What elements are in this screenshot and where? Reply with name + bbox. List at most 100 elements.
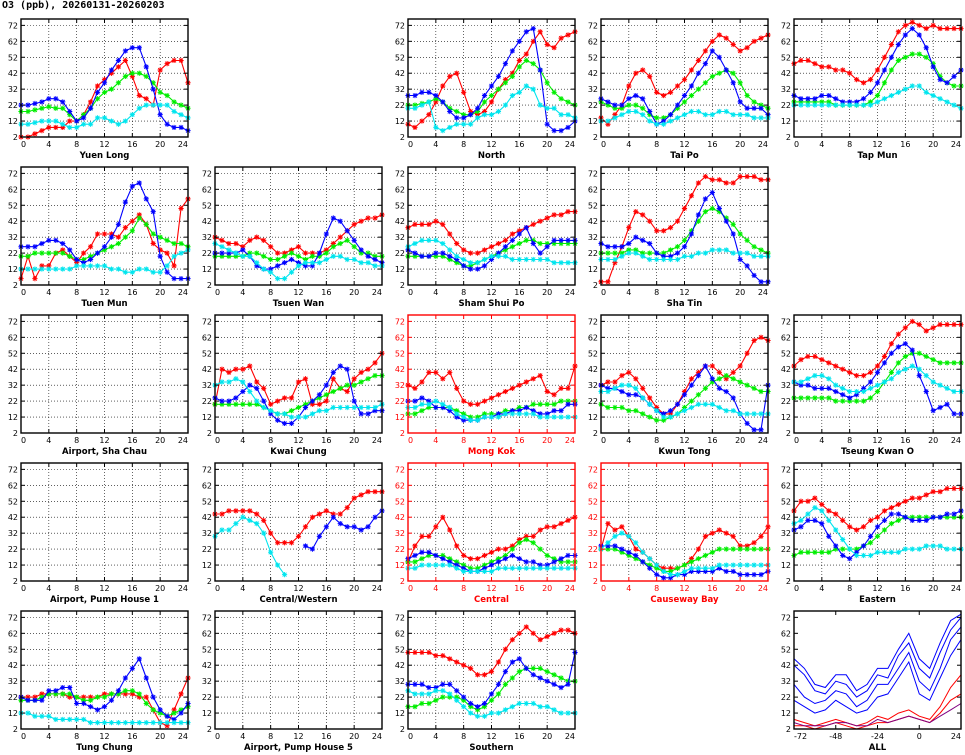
data-point — [115, 688, 122, 694]
data-point — [902, 514, 908, 520]
data-point — [661, 568, 667, 575]
data-point — [758, 279, 764, 285]
data-point — [461, 411, 467, 417]
y-tick-label: 42 — [781, 69, 791, 78]
data-point — [619, 530, 625, 536]
data-point — [344, 524, 350, 530]
data-point — [94, 707, 101, 713]
panel-title: North — [478, 151, 505, 161]
data-point — [426, 562, 432, 568]
data-point — [94, 83, 101, 89]
data-point — [351, 398, 357, 404]
data-point — [108, 67, 115, 73]
data-point — [240, 388, 246, 395]
x-tick-label: 8 — [654, 584, 659, 593]
y-tick-label: 42 — [781, 365, 791, 374]
data-point — [502, 244, 509, 250]
data-point — [730, 546, 736, 552]
x-tick-label: 20 — [542, 584, 552, 593]
data-point — [426, 369, 432, 376]
x-tick-label: 8 — [74, 140, 79, 149]
data-point — [737, 231, 743, 237]
data-point — [881, 96, 888, 102]
data-point — [447, 369, 453, 376]
data-point — [108, 234, 115, 240]
data-point — [530, 411, 536, 417]
data-point — [433, 96, 439, 102]
data-point — [94, 89, 101, 95]
data-point — [275, 540, 281, 546]
data-point — [565, 710, 571, 716]
data-point — [468, 414, 474, 420]
data-point — [323, 231, 329, 237]
data-point — [826, 549, 832, 555]
data-point — [509, 411, 515, 417]
x-tick-label: 12 — [872, 436, 882, 445]
data-point — [136, 180, 142, 186]
data-point — [150, 86, 156, 92]
data-point — [523, 565, 529, 571]
data-point — [39, 263, 45, 269]
data-point — [626, 382, 632, 388]
data-point — [516, 228, 522, 234]
data-point — [316, 250, 322, 256]
data-point — [565, 260, 571, 266]
data-point — [565, 565, 571, 571]
data-point — [744, 382, 750, 388]
data-point — [337, 520, 343, 527]
y-tick-label: 2 — [593, 133, 598, 142]
data-point — [143, 96, 149, 102]
data-point — [867, 102, 874, 108]
data-point — [53, 96, 59, 102]
y-tick-label: 2 — [13, 429, 18, 438]
data-point — [633, 209, 639, 215]
data-point — [716, 565, 722, 571]
x-tick-label: 0 — [215, 436, 220, 445]
y-tick-label: 2 — [207, 429, 212, 438]
data-point — [461, 414, 467, 420]
data-point — [502, 61, 509, 67]
data-point — [833, 546, 839, 552]
data-point — [468, 568, 474, 575]
y-tick-label: 42 — [588, 513, 598, 522]
data-point — [426, 253, 432, 259]
data-point — [661, 575, 667, 581]
data-point — [261, 404, 267, 411]
x-tick-label: 24 — [178, 436, 188, 445]
y-tick-label: 12 — [8, 413, 18, 422]
data-point — [433, 653, 439, 659]
data-point — [440, 83, 446, 89]
data-point — [219, 379, 225, 385]
x-tick-label: 12 — [679, 584, 689, 593]
data-point — [619, 546, 625, 552]
data-point — [874, 67, 881, 73]
plot-area — [21, 315, 188, 433]
data-point — [619, 404, 625, 411]
data-point — [847, 524, 853, 530]
data-point — [323, 250, 329, 256]
data-point — [688, 253, 695, 259]
x-tick-label: 4 — [46, 288, 51, 297]
series-green — [598, 372, 771, 423]
data-point — [46, 250, 52, 256]
y-tick-label: 62 — [781, 629, 791, 638]
data-point — [94, 96, 101, 102]
y-tick-label: 32 — [202, 529, 212, 538]
data-point — [723, 180, 729, 186]
data-point — [867, 76, 874, 83]
data-point — [937, 514, 943, 520]
data-point — [53, 105, 59, 111]
data-point — [805, 57, 811, 64]
x-tick-label: 8 — [268, 732, 273, 741]
data-point — [647, 401, 653, 407]
data-point — [558, 35, 564, 41]
data-point — [495, 546, 502, 552]
data-point — [654, 408, 660, 414]
y-tick-label: 2 — [207, 725, 212, 734]
data-point — [433, 562, 439, 568]
data-point — [819, 99, 825, 105]
data-point — [544, 704, 550, 710]
